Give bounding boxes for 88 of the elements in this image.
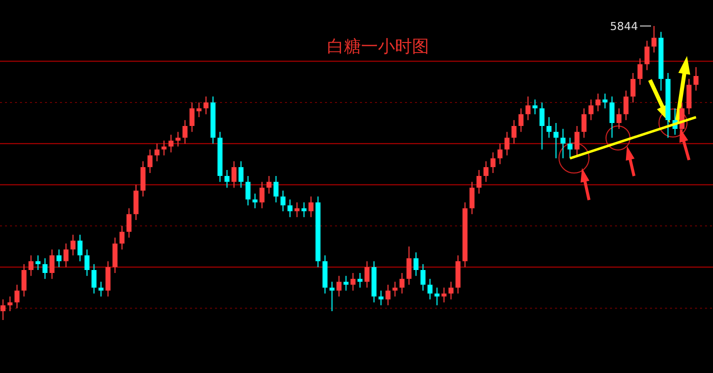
candlestick [470, 181, 474, 215]
candlestick [434, 287, 440, 306]
candlestick [168, 134, 174, 153]
candlestick [336, 275, 342, 297]
candlestick [204, 96, 208, 115]
candlestick [56, 248, 62, 268]
candlestick [616, 108, 622, 130]
candlestick [574, 125, 580, 156]
candlestick [246, 175, 250, 206]
candlestick [378, 290, 384, 306]
candlestick [554, 122, 558, 159]
candlestick [602, 93, 608, 109]
candlestick [414, 252, 418, 276]
candlestick [512, 120, 516, 144]
candlestick [518, 108, 524, 132]
candlestick [0, 298, 6, 320]
candlestick [98, 281, 104, 297]
candlestick [106, 260, 110, 297]
candlestick [490, 152, 496, 174]
candlestick [596, 93, 600, 112]
candlestick [154, 143, 160, 162]
candlestick [638, 58, 642, 86]
candlestick [260, 181, 264, 209]
candlestick [358, 272, 362, 288]
candlestick [288, 198, 292, 218]
candlestick [330, 281, 334, 312]
candlestick [546, 116, 552, 138]
candlestick [644, 40, 650, 71]
candlestick [252, 193, 258, 209]
candlestick [442, 287, 446, 303]
candlestick [42, 258, 48, 280]
candlestick [182, 120, 188, 144]
candlestick [92, 264, 96, 294]
candlestick [498, 143, 502, 165]
candlestick [582, 108, 586, 138]
candlestick [476, 170, 482, 194]
candlestick [266, 175, 272, 194]
candlestick [406, 246, 412, 286]
candlestick [36, 254, 40, 271]
annotation: 5844 [610, 20, 638, 33]
candlestick [448, 281, 454, 300]
candlestick [148, 148, 152, 174]
candlestick [428, 278, 432, 300]
candlestick [484, 160, 488, 182]
candlestick [694, 66, 698, 92]
candlestick [28, 254, 34, 276]
candlestick [84, 248, 90, 276]
candlestick [610, 96, 614, 138]
candlestick [630, 72, 636, 103]
candlestick [532, 99, 538, 115]
candlestick [568, 137, 572, 159]
candlestick [392, 281, 398, 297]
candlestick [224, 170, 230, 188]
candlestick [50, 248, 54, 280]
candlestick [162, 140, 166, 156]
candlestick [64, 243, 68, 268]
candlestick [504, 131, 510, 156]
candlestick [176, 131, 180, 148]
candlestick [652, 26, 656, 53]
candlestick [308, 196, 314, 218]
candlestick [588, 99, 594, 121]
text: 白糖一小时图 [327, 37, 429, 57]
candlestick [420, 264, 426, 292]
candlestick [14, 284, 20, 309]
candlestick [8, 296, 12, 312]
candlestick [274, 175, 278, 203]
candlestick [686, 78, 692, 115]
candlestick [134, 184, 138, 221]
candlestick [386, 284, 390, 306]
candlestick [22, 264, 26, 297]
candlestick [560, 128, 566, 159]
candlestick [280, 190, 286, 212]
candlestick [190, 102, 194, 132]
candlestick [232, 160, 236, 188]
candlestick [540, 102, 544, 150]
candlestick [400, 272, 404, 294]
candlestick [238, 160, 244, 188]
candlestick [78, 234, 82, 262]
candlestick [526, 96, 530, 121]
candlestick [624, 90, 628, 121]
candlestick [70, 234, 76, 256]
candlestick [120, 225, 124, 250]
candlestick [350, 272, 356, 292]
candlestick [364, 260, 370, 288]
candlestick [126, 208, 132, 238]
candlestick [140, 160, 146, 198]
candlestick [112, 237, 118, 274]
candlestick [196, 102, 202, 118]
